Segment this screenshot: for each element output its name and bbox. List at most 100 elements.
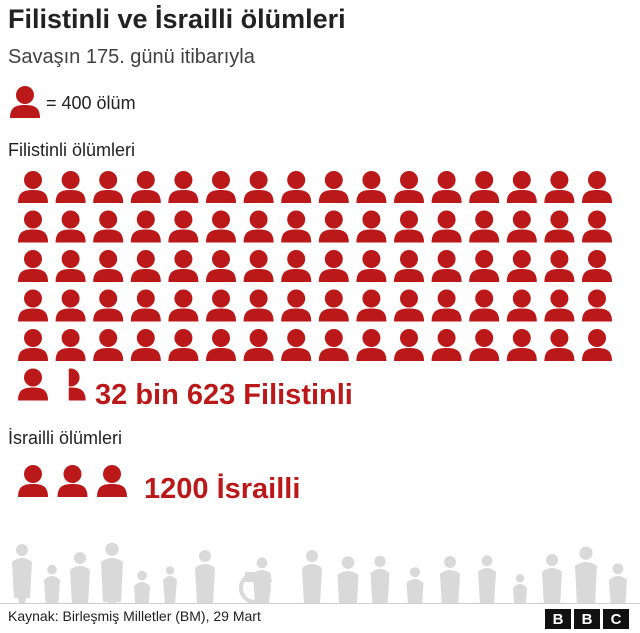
- person-icon: [10, 86, 40, 118]
- bbc-logo-letter: C: [603, 609, 629, 629]
- person-icon: [469, 250, 500, 282]
- person-icon: [544, 171, 575, 203]
- person-icon: [243, 329, 274, 361]
- person-icon: [431, 171, 462, 203]
- person-silhouette: [478, 555, 496, 604]
- person-silhouette: [542, 554, 562, 604]
- person-icon: [281, 171, 312, 203]
- person-icon: [55, 210, 86, 243]
- person-icon: [318, 171, 349, 203]
- bbc-logo-letter: B: [545, 609, 571, 629]
- person-icon: [93, 210, 124, 243]
- person-icon: [469, 329, 500, 361]
- person-icon: [431, 250, 462, 282]
- person-icon: [97, 465, 127, 497]
- person-icon: [506, 171, 537, 203]
- person-icon: [206, 250, 236, 282]
- person-icon: [506, 210, 537, 243]
- person-silhouette: [195, 550, 215, 604]
- person-icon: [318, 289, 349, 322]
- person-icon: [544, 250, 575, 282]
- person-icon: [93, 171, 124, 203]
- person-icon: [206, 171, 236, 203]
- person-icon: [55, 329, 86, 361]
- person-icon: [469, 210, 500, 243]
- person-silhouette: [134, 570, 150, 604]
- page-subtitle: Savaşın 175. günü itibarıyla: [8, 46, 255, 68]
- person-icon: [318, 250, 349, 282]
- person-icon: [68, 368, 86, 401]
- person-icon: [356, 289, 387, 322]
- person-icon: [57, 465, 88, 497]
- person-icon: [544, 329, 575, 361]
- person-silhouette: [163, 566, 177, 604]
- person-icon: [130, 250, 161, 282]
- person-icon: [506, 250, 537, 282]
- person-icon: [431, 289, 462, 322]
- person-icon: [544, 289, 575, 322]
- palestinian-section-label: Filistinli ölümleri: [8, 140, 136, 160]
- person-silhouette: [609, 563, 627, 604]
- person-silhouette: [337, 556, 359, 604]
- person-icon: [55, 250, 86, 282]
- person-icon: [506, 289, 537, 322]
- palestinian-total: 32 bin 623 Filistinli: [95, 379, 353, 411]
- person-icon: [582, 329, 612, 361]
- person-icon: [18, 210, 48, 243]
- person-silhouette: [370, 555, 390, 604]
- person-icon: [281, 329, 312, 361]
- person-icon: [130, 210, 161, 243]
- person-silhouette: [406, 567, 424, 604]
- person-silhouette: [101, 542, 123, 604]
- person-icon: [18, 171, 48, 203]
- person-icon: [243, 250, 274, 282]
- person-silhouette: [575, 546, 597, 604]
- person-icon: [243, 210, 274, 243]
- source-note: Kaynak: Birleşmiş Milletler (BM), 29 Mar…: [8, 608, 261, 624]
- person-icon: [18, 329, 48, 361]
- person-icon: [582, 171, 612, 203]
- person-icon: [356, 210, 387, 243]
- person-icon: [469, 171, 500, 203]
- page-title: Filistinli ve İsrailli ölümleri: [8, 4, 346, 34]
- person-icon: [394, 171, 424, 203]
- person-silhouette: [440, 556, 460, 604]
- person-icon: [281, 289, 312, 322]
- person-icon: [356, 329, 387, 361]
- person-silhouette: [44, 564, 60, 604]
- person-icon: [318, 329, 349, 361]
- person-icon: [506, 329, 537, 361]
- person-icon: [243, 289, 274, 322]
- crowd-silhouette-illustration: [12, 542, 627, 604]
- person-icon: [356, 250, 387, 282]
- person-icon: [281, 250, 312, 282]
- person-icon: [130, 171, 161, 203]
- person-silhouette: [12, 544, 32, 604]
- person-icon: [431, 329, 462, 361]
- person-icon: [544, 210, 575, 243]
- person-icon: [318, 210, 349, 243]
- person-icon: [168, 329, 199, 361]
- person-icon: [582, 210, 612, 243]
- bbc-logo: B B C: [545, 609, 629, 629]
- person-icon: [18, 465, 48, 497]
- israeli-pictogram: [18, 465, 127, 497]
- person-icon: [130, 329, 161, 361]
- israeli-total: 1200 İsrailli: [144, 473, 301, 505]
- person-icon: [130, 289, 161, 322]
- bbc-logo-letter: B: [574, 609, 600, 629]
- person-icon: [168, 171, 199, 203]
- person-icon: [394, 289, 424, 322]
- person-icon: [206, 210, 236, 243]
- person-icon: [93, 329, 124, 361]
- person-icon: [582, 289, 612, 322]
- palestinian-pictogram: [18, 171, 612, 401]
- person-icon: [168, 250, 199, 282]
- person-icon: [243, 171, 274, 203]
- person-icon: [168, 210, 199, 243]
- person-silhouette: [302, 550, 322, 604]
- person-icon: [168, 289, 199, 322]
- person-icon: [394, 329, 424, 361]
- person-icon: [93, 250, 124, 282]
- person-icon: [582, 250, 612, 282]
